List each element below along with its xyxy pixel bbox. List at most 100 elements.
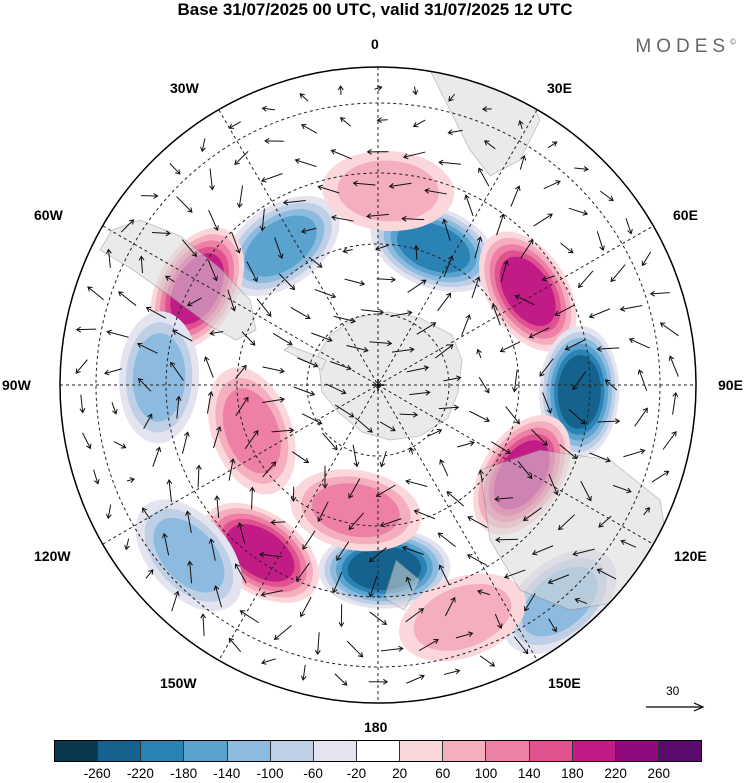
wind-arrow: [145, 306, 167, 319]
colorbar-ticks: -260 -220 -180 -140 -100 -60 -20 20 60 100 140 180 2…: [54, 766, 702, 782]
wind-arrow: [596, 568, 617, 580]
colorbar-swatch: [98, 741, 142, 761]
colorbar-swatch: [55, 741, 99, 761]
wind-arrow: [402, 151, 426, 160]
colorbar-swatch: [529, 741, 573, 761]
wind-arrow: [333, 315, 356, 324]
wind-arrow: [105, 504, 112, 520]
anomaly-contour: [499, 256, 556, 327]
wind-arrow: [195, 464, 202, 488]
wind-arrow: [438, 404, 460, 411]
wind-arrow: [282, 199, 306, 206]
wind-arrow: [438, 564, 450, 586]
wind-arrow: [443, 668, 461, 675]
wind-arrow: [412, 86, 419, 96]
positive-anomaly: [399, 573, 527, 662]
wind-arrow: [589, 452, 611, 463]
wind-arrow: [484, 140, 496, 150]
wind-arrow: [75, 326, 97, 333]
wind-arrow: [437, 532, 456, 548]
wind-arrow: [113, 441, 127, 449]
wind-arrow: [455, 631, 474, 639]
wind-arrow: [291, 451, 310, 464]
colorbar-tick-label: -140: [213, 766, 241, 781]
wind-arrow: [260, 173, 283, 183]
map-title: Base 31/07/2025 00 UTC, valid 31/07/2025…: [177, 0, 573, 19]
wind-arrow: [82, 432, 92, 450]
wind-arrow: [260, 658, 276, 665]
wind-arrow: [235, 396, 249, 417]
wind-arrow: [461, 314, 471, 336]
wind-arrow: [391, 346, 415, 353]
wind-arrow: [519, 154, 527, 170]
wind-arrow: [214, 495, 221, 519]
lon-label-90e: 90E: [718, 377, 743, 393]
wind-arrow: [369, 340, 393, 347]
colorbar: [54, 740, 702, 762]
wind-arrow: [262, 461, 277, 478]
colorbar-tick-label: 180: [561, 766, 584, 781]
wind-arrow: [610, 264, 626, 283]
wind-arrow: [181, 239, 198, 258]
wind-arrow: [260, 590, 284, 598]
lon-label-180: 180: [364, 719, 388, 735]
colorbar-swatch: [141, 741, 185, 761]
wind-arrow: [379, 451, 387, 468]
wind-arrow: [401, 545, 424, 555]
wind-arrow: [314, 632, 321, 656]
wind-arrow: [186, 297, 202, 307]
wind-arrow: [580, 480, 592, 502]
wind-arrow: [494, 613, 503, 630]
wind-arrow: [560, 242, 574, 254]
wind-arrow: [152, 446, 162, 467]
wind-arrow: [416, 322, 437, 335]
wind-arrow: [162, 532, 170, 556]
wind-arrow: [169, 163, 181, 175]
lon-label-0: 0: [371, 36, 379, 52]
wind-arrow: [294, 158, 317, 168]
lon-label-150w: 150W: [160, 675, 197, 691]
wind-arrow: [399, 411, 419, 418]
wind-arrow: [547, 574, 570, 585]
wind-arrow: [138, 255, 145, 274]
modes-logo: MODES©: [635, 36, 736, 57]
wind-arrow: [105, 248, 112, 268]
wind-arrow: [442, 218, 451, 241]
wind-arrow: [541, 275, 555, 282]
wind-arrow: [405, 608, 425, 623]
colorbar-tick-label: 20: [392, 766, 408, 781]
wind-arrow: [369, 611, 388, 626]
wind-arrow: [668, 355, 679, 377]
wind-arrow: [297, 357, 319, 368]
wind-arrow: [564, 339, 586, 351]
wind-arrow: [300, 227, 317, 234]
wind-arrow: [659, 322, 679, 337]
wind-arrow: [317, 501, 329, 523]
lon-label-150e: 150E: [548, 675, 581, 691]
wind-arrow: [444, 596, 456, 617]
wind-arrow: [388, 182, 412, 189]
wind-arrow: [619, 305, 643, 312]
wind-arrow: [503, 569, 526, 579]
wind-arrow: [474, 236, 483, 259]
wind-arrow: [543, 180, 561, 190]
wind-arrow: [479, 655, 496, 667]
wind-arrow: [338, 604, 345, 628]
wind-arrow: [413, 244, 420, 260]
wind-arrow: [200, 613, 207, 637]
wind-arrow: [407, 279, 427, 293]
wind-arrow: [124, 538, 130, 551]
wind-arrow: [376, 276, 397, 283]
colorbar-tick-label: -60: [303, 766, 323, 781]
wind-arrow: [496, 213, 506, 236]
wind-arrow: [476, 589, 490, 596]
wind-arrow: [93, 469, 100, 485]
colorbar-swatch: [658, 741, 702, 761]
wind-arrow: [443, 375, 462, 382]
wind-arrow: [330, 149, 352, 160]
wind-arrow: [574, 166, 589, 172]
wind-arrow: [446, 491, 465, 507]
colorbar-swatch: [227, 741, 271, 761]
wind-arrow: [542, 392, 553, 414]
